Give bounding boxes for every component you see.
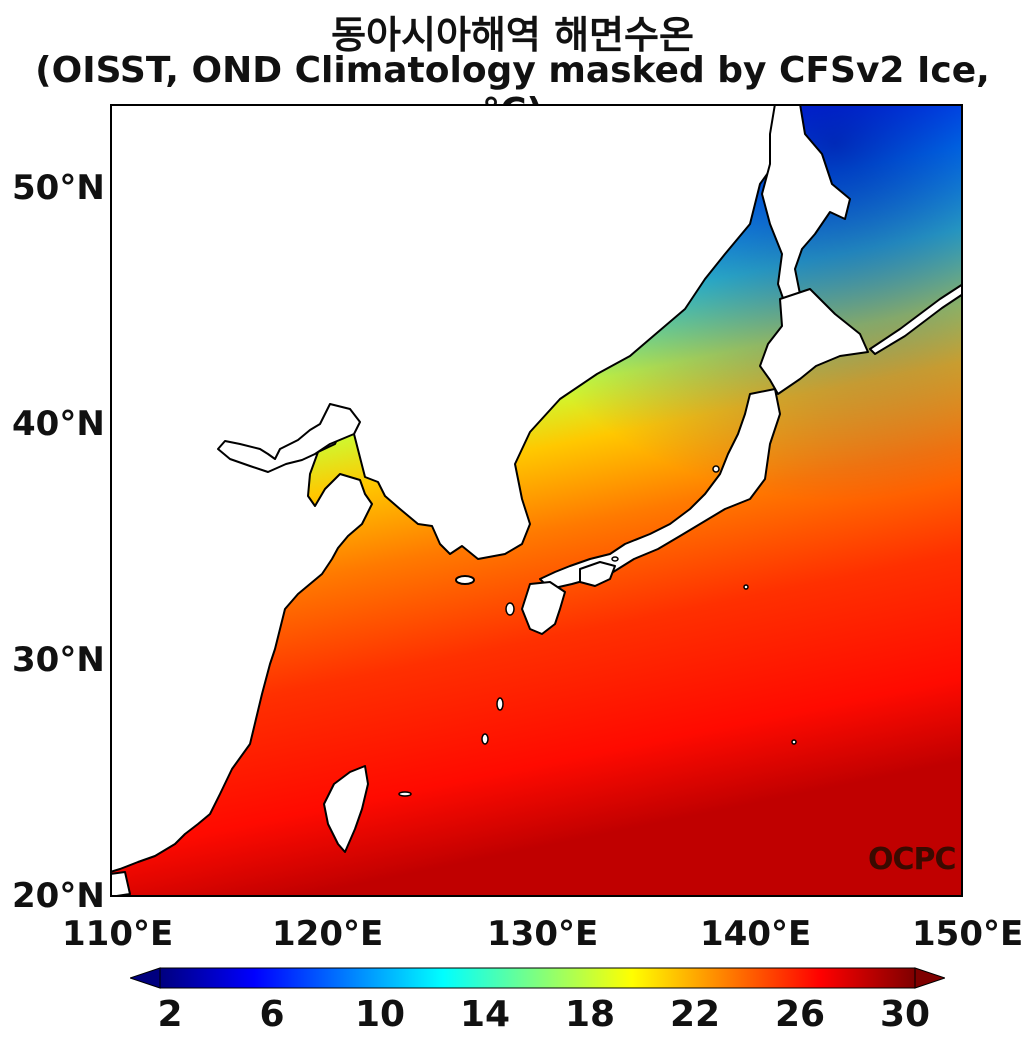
x-tick-120e: 120°E — [272, 914, 384, 954]
colorbar-tick-2: 2 — [157, 994, 183, 1035]
colorbar-extend-high — [914, 967, 945, 989]
x-tick-150e: 150°E — [912, 914, 1024, 954]
colorbar-gradient — [159, 967, 916, 989]
x-tick-110e: 110°E — [62, 914, 174, 954]
taiwan — [323, 765, 369, 853]
sakhalin — [761, 104, 851, 305]
y-tick-50n: 50°N — [12, 168, 105, 208]
map-subtitle: (OISST, OND Climatology masked by CFSv2 … — [35, 50, 990, 132]
liaodong-coast — [217, 403, 361, 473]
colorbar-tick-22: 22 — [669, 994, 721, 1035]
y-tick-40n: 40°N — [12, 404, 105, 444]
south-china-coast — [110, 871, 131, 897]
shikoku — [579, 561, 616, 587]
map-border — [110, 104, 963, 897]
colorbar-tick-30: 30 — [879, 994, 931, 1035]
colorbar-tick-14: 14 — [459, 994, 511, 1035]
sst-map — [110, 104, 963, 897]
colorbar — [130, 966, 945, 990]
colorbar-tick-26: 26 — [774, 994, 826, 1035]
kyushu — [521, 581, 566, 635]
ocpc-watermark: OCPC — [868, 842, 957, 877]
x-tick-140e: 140°E — [700, 914, 812, 954]
y-tick-20n: 20°N — [12, 876, 105, 916]
jeju — [455, 575, 475, 585]
colorbar-tick-18: 18 — [564, 994, 616, 1035]
map-title: 동아시아해역 해면수온 — [331, 13, 694, 57]
colorbar-extend-low — [130, 967, 161, 989]
x-tick-130e: 130°E — [487, 914, 599, 954]
colorbar-tick-10: 10 — [354, 994, 406, 1035]
hokkaido — [759, 288, 869, 395]
kuril-islands — [869, 283, 963, 355]
y-tick-30n: 30°N — [12, 640, 105, 680]
colorbar-tick-6: 6 — [259, 994, 285, 1035]
